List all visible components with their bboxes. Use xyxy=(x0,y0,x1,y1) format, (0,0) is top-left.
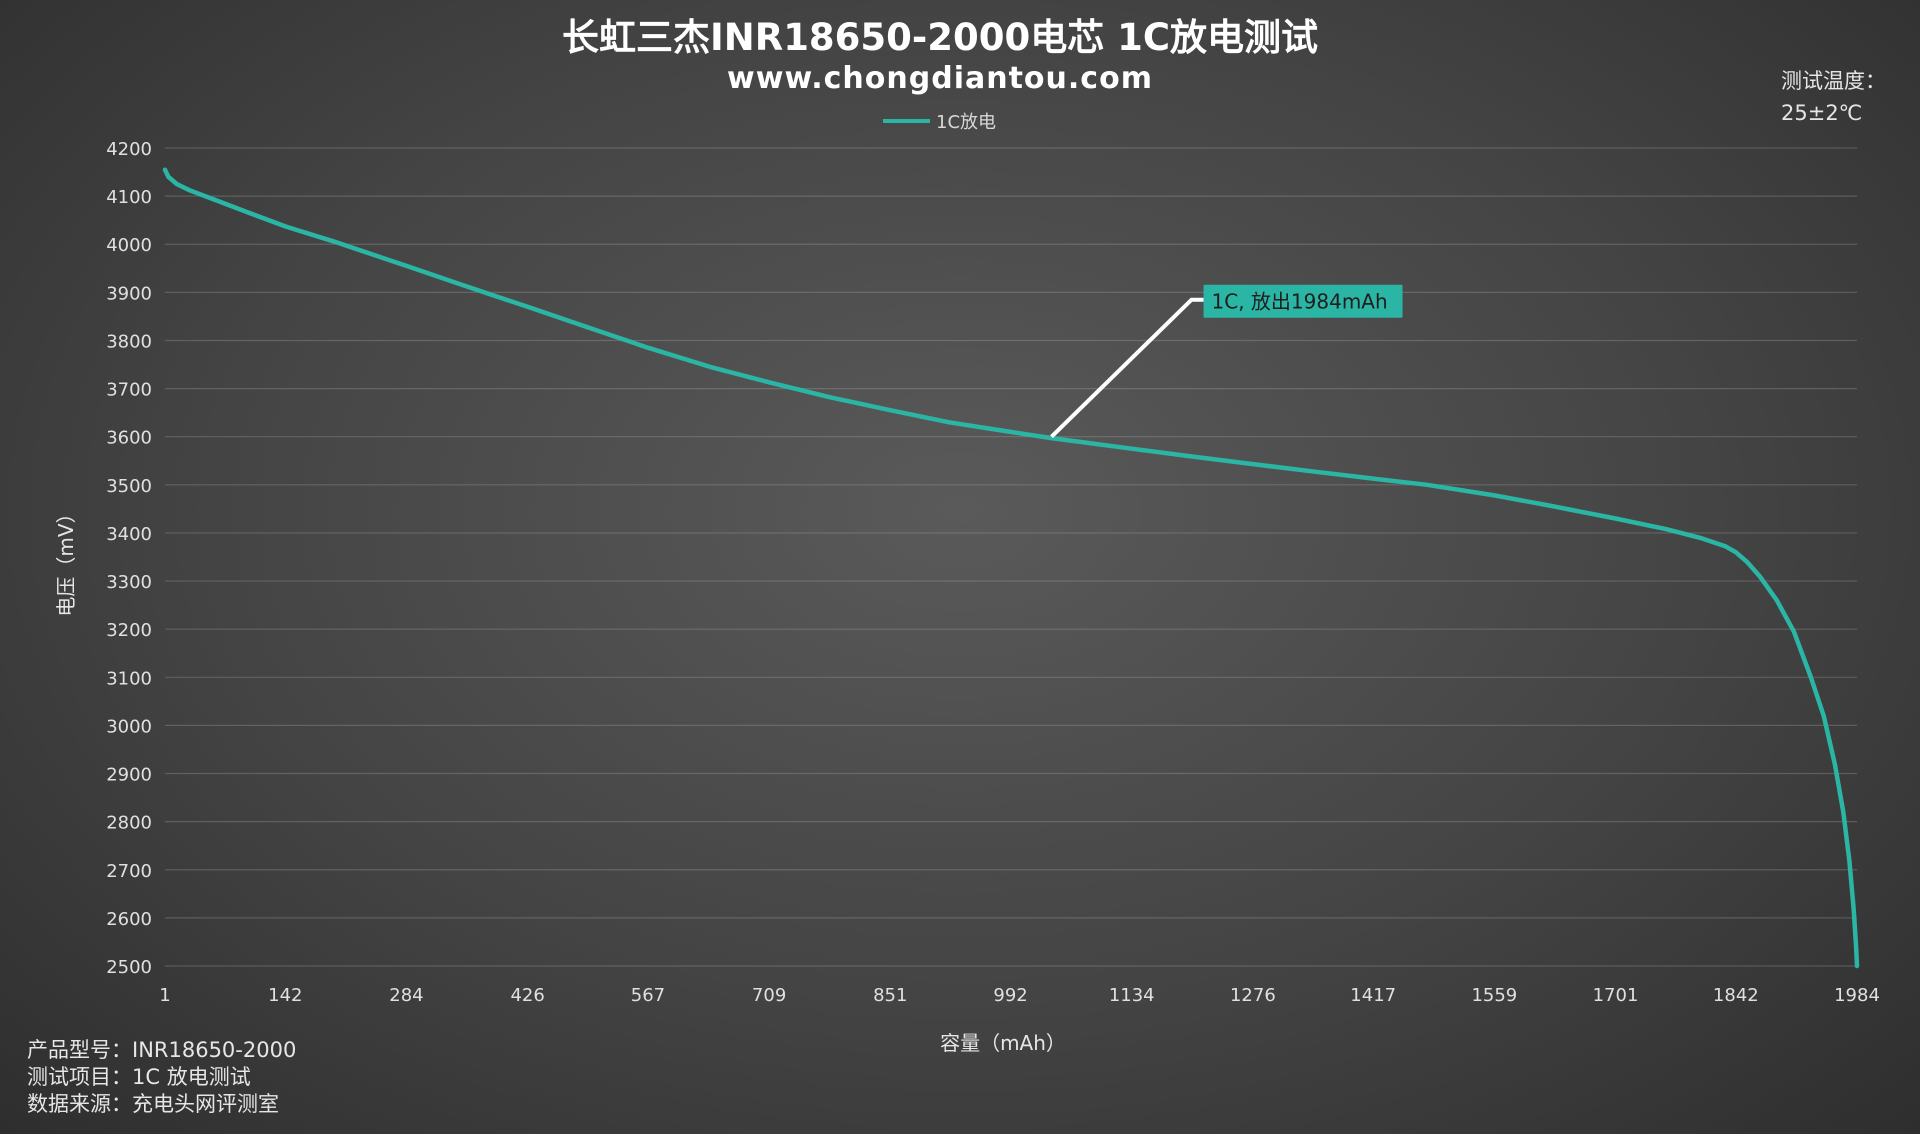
x-tick-label: 1559 xyxy=(1471,985,1517,1006)
x-axis-label: 容量（mAh） xyxy=(940,1031,1066,1055)
temp-label: 测试温度： xyxy=(1781,69,1886,93)
y-tick-label: 3800 xyxy=(106,331,152,352)
y-axis-label: 电压（mV） xyxy=(54,503,78,616)
series-layer xyxy=(162,167,1860,969)
y-tick-label: 3000 xyxy=(106,716,152,737)
y-tick-label: 3100 xyxy=(106,668,152,689)
chart-title: 长虹三杰INR18650-2000电芯 1C放电测试 xyxy=(562,16,1318,59)
y-tick-label: 3600 xyxy=(106,428,152,449)
y-tick-label: 3300 xyxy=(106,572,152,593)
annotation-text: 1C, 放出1984mAh xyxy=(1212,290,1388,314)
grid xyxy=(165,147,1857,967)
x-tick-label: 1 xyxy=(159,985,170,1006)
x-tick-label: 142 xyxy=(268,985,302,1006)
y-tick-label: 2600 xyxy=(106,909,152,930)
y-tick-label: 4100 xyxy=(106,187,152,208)
x-tick-label: 1276 xyxy=(1230,985,1276,1006)
x-tick-label: 851 xyxy=(873,985,907,1006)
annotation-box xyxy=(1203,284,1403,318)
note-model: 产品型号：INR18650-2000 xyxy=(27,1038,296,1062)
legend: 1C放电 xyxy=(883,112,996,133)
y-axis-ticks: 2500 2600 2700 2800 2900 3000 3100 3200 3300 3400… xyxy=(106,139,152,978)
y-tick-label: 2700 xyxy=(106,861,152,882)
x-tick-label: 1984 xyxy=(1834,985,1880,1006)
annotation: 1C, 放出1984mAh xyxy=(1050,284,1403,439)
x-axis-ticks: 1 142 284 426 567 709 851 992 1134 1276 1417 1559 17… xyxy=(159,985,1880,1006)
y-tick-label: 4000 xyxy=(106,235,152,256)
annotation-leader-line xyxy=(1050,297,1204,439)
y-tick-label: 2500 xyxy=(106,957,152,978)
x-tick-label: 426 xyxy=(510,985,544,1006)
note-test-item: 测试项目：1C 放电测试 xyxy=(27,1065,251,1089)
y-tick-label: 3900 xyxy=(106,283,152,304)
x-tick-label: 1417 xyxy=(1350,985,1396,1006)
y-tick-label: 3700 xyxy=(106,380,152,401)
y-tick-label: 2900 xyxy=(106,765,152,786)
y-tick-label: 3500 xyxy=(106,476,152,497)
legend-label: 1C放电 xyxy=(936,112,996,133)
x-tick-label: 992 xyxy=(993,985,1027,1006)
x-tick-label: 709 xyxy=(752,985,786,1006)
temp-value: 25±2℃ xyxy=(1781,101,1862,125)
y-tick-label: 4200 xyxy=(106,139,152,160)
note-data-source: 数据来源：充电头网评测室 xyxy=(27,1092,279,1116)
series-line xyxy=(162,167,1860,969)
x-tick-label: 1134 xyxy=(1109,985,1155,1006)
x-tick-label: 567 xyxy=(631,985,665,1006)
x-tick-label: 1842 xyxy=(1713,985,1759,1006)
y-tick-label: 2800 xyxy=(106,813,152,834)
y-tick-label: 3400 xyxy=(106,524,152,545)
x-tick-label: 284 xyxy=(389,985,423,1006)
y-tick-label: 3200 xyxy=(106,620,152,641)
chart-subtitle: www.chongdiantou.com xyxy=(727,61,1153,96)
x-tick-label: 1701 xyxy=(1593,985,1639,1006)
